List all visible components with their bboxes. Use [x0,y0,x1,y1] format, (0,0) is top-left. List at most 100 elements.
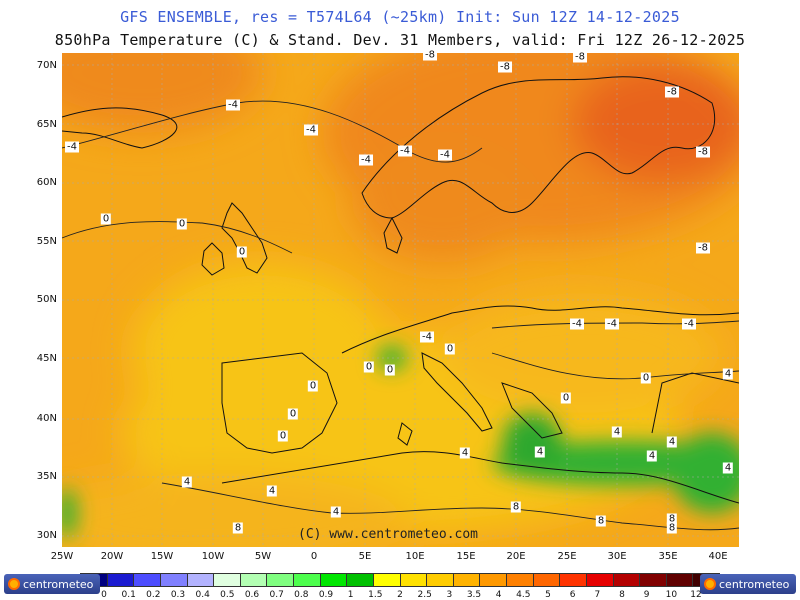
colorbar-tick-label: 0.2 [146,590,161,600]
contour-label: -8 [573,51,587,63]
colorbar-swatch [533,573,561,587]
colorbar-tick-label: 6 [569,590,576,600]
colorbar-swatch [134,573,161,587]
colorbar-swatch [107,573,135,587]
contour-label: 0 [287,408,299,420]
contour-lines [62,100,739,531]
colorbar-swatch [267,573,294,587]
colorbar-swatch [400,573,428,587]
map-area [62,53,739,547]
lon-label-25e: 25E [557,551,577,562]
contour-label: -8 [696,146,710,158]
colorbar-tick-label: 12 [690,590,702,600]
lon-label-20e: 20E [506,551,526,562]
lon-label-15w: 15W [150,551,174,562]
colorbar-tick-label: 10 [665,590,678,600]
lon-label-15e: 15E [456,551,476,562]
contour-label: 4 [266,485,278,497]
contour-label: -4 [438,149,452,161]
lon-label-10e: 10E [405,551,425,562]
contour-label: -4 [682,318,696,330]
logo-left: centrometeo [4,574,100,594]
colorbar-swatch [666,573,694,587]
colorbar-tick-label: 0.1 [121,590,136,600]
colorbar-swatch [320,573,348,587]
colorbar-tick-label: 4.5 [516,590,531,600]
contour-label: 8 [510,501,522,513]
title-line-1: GFS ENSEMBLE, res = T574L64 (~25km) Init… [120,8,680,26]
contour-label: -8 [423,49,437,61]
lon-label-20w: 20W [100,551,124,562]
contour-label: 0 [444,343,456,355]
colorbar-swatch [373,573,401,587]
colorbar-swatch [214,573,241,587]
contour-label: -8 [665,86,679,98]
coastlines [62,76,739,504]
contour-label: 4 [611,426,623,438]
logo-right: centrometeo [700,574,796,594]
lat-label-40n: 40N [36,413,57,424]
contour-label: 0 [384,364,396,376]
colorbar-tick-label: 0.9 [318,590,334,600]
contour-label: 4 [722,462,734,474]
colorbar-swatch [187,573,215,587]
lat-label-50n: 50N [36,294,57,305]
contour-label: -8 [696,242,710,254]
colorbar-tick-label: 2 [397,590,403,600]
colorbar-swatch [240,573,268,587]
contour-label: 0 [277,430,289,442]
lon-label-35e: 35E [658,551,678,562]
contour-label: 0 [307,380,319,392]
logo-left-text: centrometeo [23,577,94,591]
colorbar-swatch [427,573,454,587]
lat-label-60n: 60N [36,177,57,188]
colorbar-tick-label: 1 [347,590,354,600]
contour-label: 4 [646,450,658,462]
contour-label: 0 [176,218,188,230]
lon-label-5e: 5E [358,551,372,562]
colorbar-tick-label: 4 [495,590,502,600]
colorbar-tick-label: 0.6 [244,590,260,600]
contour-label: 0 [100,213,112,225]
colorbar-swatch [640,573,667,587]
colorbar-swatch [507,573,534,587]
contour-label: 4 [722,368,734,380]
colorbar-tick-label: 2.5 [417,590,432,600]
lon-label-25w: 25W [50,551,74,562]
colorbar-tick-label: 5 [545,590,551,600]
lon-label-5w: 5W [254,551,272,562]
colorbar-swatch [294,573,321,587]
contour-label: 0 [363,361,375,373]
lat-label-30n: 30N [36,530,57,541]
contour-label: 8 [232,522,244,534]
contour-label: -4 [226,99,240,111]
colorbar-tick-label: 3.5 [466,590,482,600]
temperature-field [62,53,739,547]
colorbar-tick-label: 0.4 [195,590,210,600]
contour-label: -4 [605,318,619,330]
colorbar-swatch [560,573,587,587]
colorbar-tick-label: 8 [619,590,625,600]
colorbar-tick-label: 9 [643,590,650,600]
colorbar-tick-label: 7 [594,590,601,600]
contour-label: -4 [304,124,318,136]
contour-label: -8 [498,61,512,73]
contour-label: 4 [459,447,471,459]
colorbar-swatch [586,573,614,587]
stand-dev-green [62,346,739,538]
contour-label: -4 [420,331,434,343]
contour-label: 0 [640,372,652,384]
contour-label: 4 [181,476,193,488]
contour-label: 8 [666,513,678,525]
contour-label: 8 [666,522,678,534]
copyright-text: (C) www.centrometeo.com [298,527,479,542]
lon-label-0: 0 [310,551,318,562]
lon-label-10w: 10W [201,551,225,562]
colorbar [80,573,720,587]
colorbar-swatch [613,573,641,587]
lon-label-40e: 40E [708,551,728,562]
contour-label: -4 [65,141,79,153]
colorbar-swatch [347,573,374,587]
contour-label: 8 [595,515,607,527]
colorbar-swatch [480,573,507,587]
